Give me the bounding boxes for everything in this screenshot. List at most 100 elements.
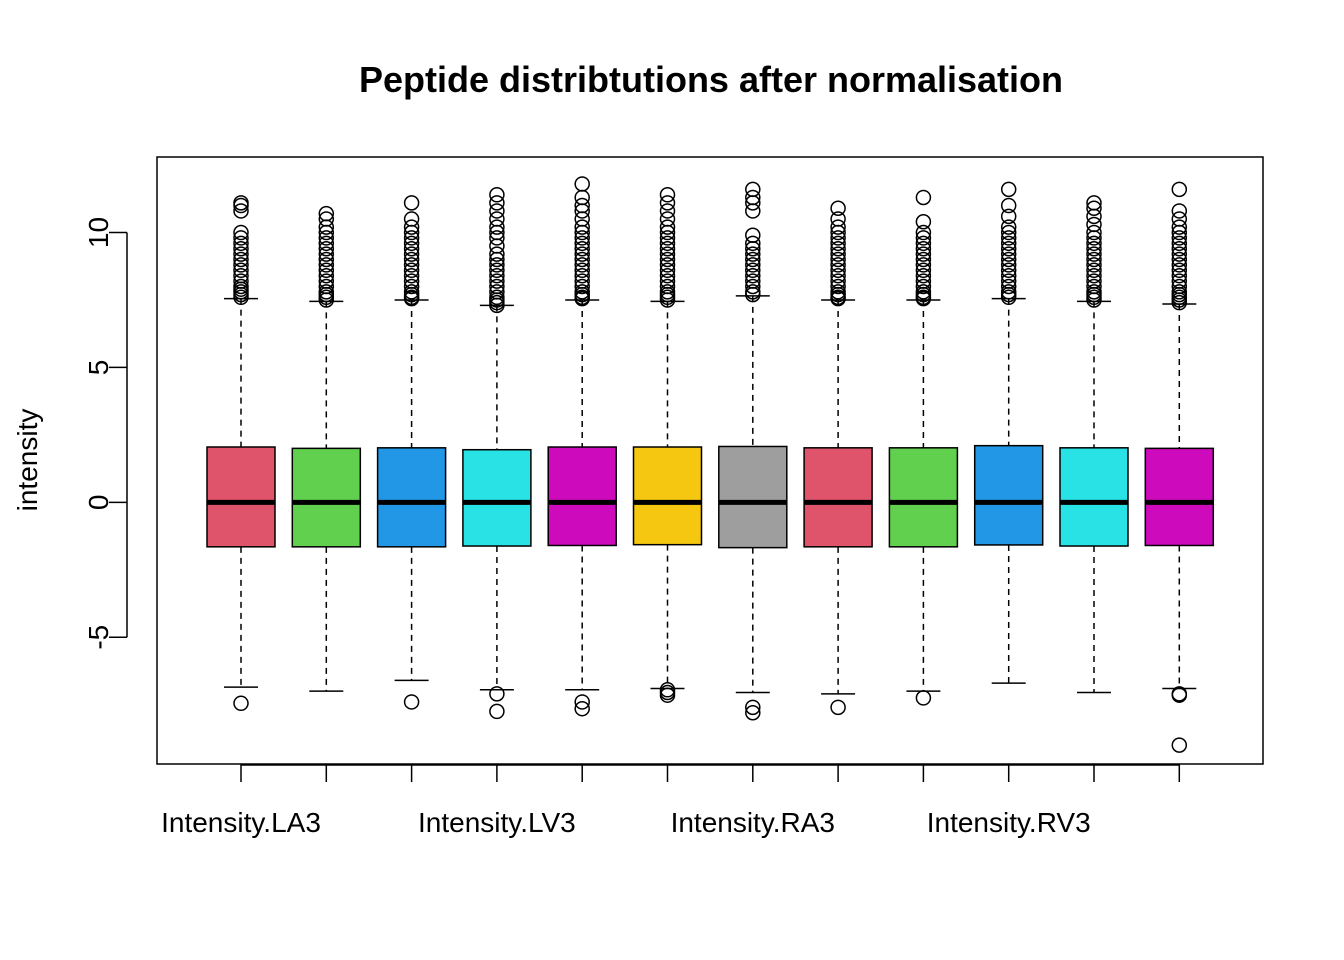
outlier-point bbox=[915, 262, 932, 279]
outlier-point bbox=[489, 203, 505, 219]
outlier-point bbox=[745, 251, 761, 268]
outlier-point bbox=[403, 195, 420, 211]
outlier-point bbox=[659, 273, 676, 289]
box bbox=[1144, 447, 1215, 547]
box bbox=[547, 446, 617, 547]
outlier-point bbox=[1171, 273, 1188, 289]
outlier-point bbox=[233, 235, 249, 252]
outlier-point bbox=[745, 227, 761, 243]
outlier-point bbox=[915, 284, 932, 300]
y-tick-label: 0 bbox=[83, 495, 114, 511]
outlier-point bbox=[745, 181, 761, 198]
outlier-point bbox=[659, 284, 676, 300]
box bbox=[632, 446, 703, 546]
outlier-point bbox=[745, 278, 761, 295]
outlier-point bbox=[1000, 257, 1017, 273]
outlier-point bbox=[403, 284, 420, 300]
chart-title: Peptide distribtutions after normalisati… bbox=[359, 59, 1063, 100]
outlier-point bbox=[574, 694, 590, 710]
outlier-point bbox=[403, 240, 420, 257]
outlier-point bbox=[915, 189, 932, 206]
outlier-point bbox=[574, 257, 590, 273]
outlier-point bbox=[1000, 208, 1017, 225]
outlier-point bbox=[489, 246, 505, 262]
outlier-point bbox=[830, 251, 846, 268]
outlier-point bbox=[233, 273, 249, 289]
outlier-point bbox=[403, 694, 420, 710]
outlier-point bbox=[659, 230, 676, 246]
outlier-point bbox=[489, 273, 505, 289]
outlier-point bbox=[830, 262, 846, 279]
outlier-point bbox=[745, 273, 761, 289]
outlier-point bbox=[233, 224, 249, 241]
outlier-point bbox=[1086, 195, 1102, 211]
chart-marks: -5 0 5 10 Intensity.LA3 Intensity.LV3 Intensit… bbox=[83, 176, 1215, 838]
y-tick-label: 10 bbox=[83, 217, 114, 248]
outlier-point bbox=[489, 703, 505, 720]
outlier-point bbox=[659, 262, 676, 279]
outlier-point bbox=[233, 240, 249, 257]
outlier-point bbox=[318, 230, 335, 246]
outlier-point bbox=[233, 251, 249, 268]
outlier-point bbox=[830, 235, 846, 252]
outlier-point bbox=[574, 246, 590, 262]
outlier-point bbox=[830, 240, 846, 257]
outlier-point bbox=[574, 219, 590, 235]
outlier-point bbox=[233, 195, 249, 211]
outlier-point bbox=[830, 267, 846, 284]
outlier-point bbox=[1171, 284, 1188, 300]
outlier-point bbox=[830, 273, 846, 289]
outlier-point bbox=[233, 278, 249, 295]
outlier-point bbox=[659, 203, 676, 219]
outlier-point bbox=[1000, 284, 1017, 300]
outlier-point bbox=[1171, 257, 1188, 273]
box bbox=[803, 447, 873, 548]
outlier-point bbox=[318, 273, 335, 289]
outlier-point bbox=[318, 284, 335, 300]
outlier-point bbox=[915, 273, 932, 289]
outlier-point bbox=[1086, 246, 1102, 262]
box bbox=[291, 447, 362, 548]
outlier-point bbox=[574, 176, 590, 192]
outlier-point bbox=[489, 284, 505, 300]
outlier-point bbox=[915, 690, 932, 706]
outlier-point bbox=[489, 238, 505, 254]
outlier-point bbox=[830, 278, 846, 295]
outlier-point bbox=[1086, 216, 1102, 233]
outlier-point bbox=[1000, 278, 1017, 295]
outlier-point bbox=[489, 230, 505, 246]
outlier-point bbox=[1086, 240, 1102, 257]
outlier-point bbox=[1000, 240, 1017, 257]
outlier-point bbox=[318, 251, 335, 268]
outlier-point bbox=[403, 230, 420, 246]
box bbox=[1059, 447, 1129, 547]
outlier-point bbox=[318, 278, 335, 295]
outlier-point bbox=[659, 278, 676, 295]
y-axis-label: intensity bbox=[12, 409, 43, 512]
outlier-point bbox=[318, 267, 335, 284]
outlier-point bbox=[745, 246, 761, 262]
outlier-point bbox=[915, 251, 932, 268]
outlier-point bbox=[745, 257, 761, 273]
outlier-point bbox=[574, 211, 590, 227]
outlier-point bbox=[403, 262, 420, 279]
outlier-point bbox=[1171, 230, 1188, 246]
outlier-point bbox=[574, 251, 590, 268]
outlier-point bbox=[574, 267, 590, 284]
outlier-point bbox=[318, 235, 335, 252]
outlier-point bbox=[403, 267, 420, 284]
outlier-point bbox=[745, 704, 761, 721]
outlier-point bbox=[574, 230, 590, 246]
outlier-point bbox=[574, 284, 590, 300]
outlier-point bbox=[745, 699, 761, 716]
outlier-point bbox=[745, 284, 761, 300]
outlier-point bbox=[1086, 262, 1102, 279]
outlier-point bbox=[659, 219, 676, 235]
outlier-point bbox=[915, 213, 932, 230]
outlier-point bbox=[1000, 246, 1017, 262]
outlier-point bbox=[659, 257, 676, 273]
outlier-point bbox=[1171, 235, 1188, 252]
outlier-point bbox=[1171, 181, 1188, 198]
box bbox=[718, 445, 788, 549]
